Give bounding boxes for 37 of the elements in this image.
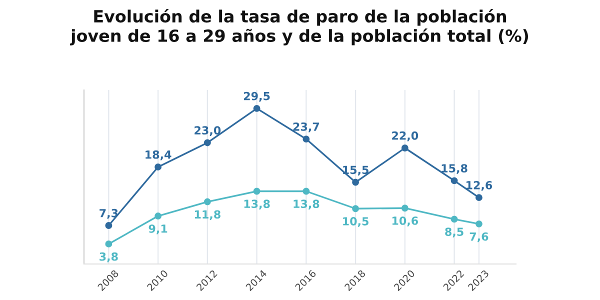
- data-label: 10,5: [343, 217, 368, 227]
- data-label: 13,8: [294, 200, 320, 210]
- data-label: 13,8: [244, 200, 270, 210]
- point: [401, 204, 408, 212]
- data-label: 7,3: [100, 208, 118, 219]
- data-label: 8,5: [445, 228, 464, 238]
- data-label: 22,0: [392, 131, 418, 142]
- point: [204, 198, 211, 206]
- chart-title: Evolución de la tasa de paro de la población joven de 16 a 29 años y de la población total (%): [70, 9, 528, 46]
- point: [401, 144, 408, 152]
- data-label: 15,5: [343, 166, 368, 176]
- data-label: 11,8: [194, 210, 220, 220]
- data-label: 10,6: [392, 216, 418, 226]
- point: [476, 220, 482, 228]
- data-label: 23,0: [194, 126, 221, 136]
- point: [352, 178, 360, 186]
- point: [253, 104, 260, 112]
- point: [105, 240, 112, 248]
- data-label: 23,7: [293, 122, 319, 132]
- data-label: 29,5: [244, 92, 270, 102]
- point: [105, 222, 112, 229]
- point: [302, 136, 310, 143]
- point: [154, 164, 162, 170]
- point: [204, 139, 211, 146]
- point: [253, 188, 260, 195]
- data-label: 15,8: [442, 164, 468, 174]
- data-label: 18,4: [146, 150, 172, 160]
- point: [154, 212, 162, 220]
- data-label: 9,1: [148, 224, 168, 234]
- point: [352, 205, 360, 212]
- data-label: 7,6: [470, 232, 488, 242]
- point: [450, 216, 458, 223]
- data-label: 3,8: [100, 252, 118, 262]
- data-label: 12,6: [466, 180, 492, 191]
- point: [476, 194, 482, 202]
- point: [302, 188, 310, 195]
- point: [450, 177, 458, 184]
